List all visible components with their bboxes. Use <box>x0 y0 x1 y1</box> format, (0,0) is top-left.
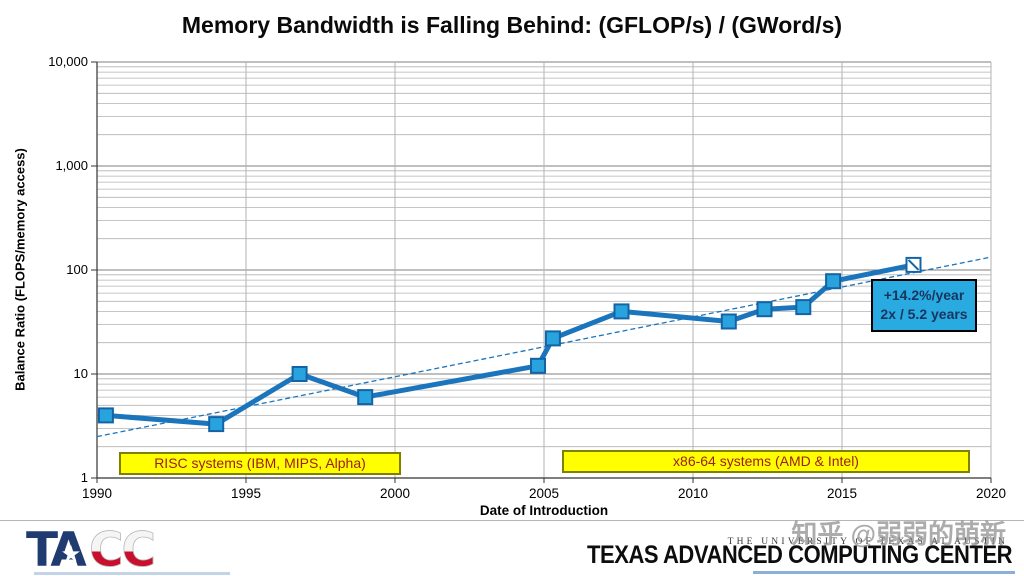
university-name: THE UNIVERSITY OF TEXAS AT AUSTIN <box>727 537 1008 547</box>
svg-text:1990: 1990 <box>82 486 112 501</box>
svg-text:2010: 2010 <box>678 486 708 501</box>
svg-text:100: 100 <box>66 262 88 277</box>
svg-text:2000: 2000 <box>380 486 410 501</box>
tacc-logo: TA CC <box>26 525 156 573</box>
era-label-x86: x86-64 systems (AMD & Intel) <box>562 450 970 473</box>
svg-text:1,000: 1,000 <box>55 158 88 173</box>
svg-text:2015: 2015 <box>827 486 857 501</box>
footer-divider <box>0 520 1024 521</box>
x-axis-title: Date of Introduction <box>479 503 609 518</box>
footer-blue-rule-left <box>34 572 230 575</box>
center-name: TEXAS ADVANCED COMPUTING CENTER <box>586 541 1013 569</box>
annotation-line-1: +14.2%/year <box>883 287 965 303</box>
chart-title: Memory Bandwidth is Falling Behind: (GFL… <box>181 12 843 38</box>
svg-text:10: 10 <box>74 366 88 381</box>
svg-text:10,000: 10,000 <box>48 54 88 69</box>
tacc-logo-ta: TA <box>26 525 87 573</box>
footer-blue-rule-right <box>753 571 1015 574</box>
svg-text:2020: 2020 <box>976 486 1006 501</box>
y-axis-title: Balance Ratio (FLOPS/memory access) <box>12 148 28 391</box>
era-label-risc: RISC systems (IBM, MIPS, Alpha) <box>119 452 401 475</box>
svg-text:1995: 1995 <box>231 486 261 501</box>
tacc-logo-cc: CC <box>89 525 154 573</box>
annotation-line-2: 2x / 5.2 years <box>880 306 968 322</box>
growth-rate-annotation: +14.2%/year 2x / 5.2 years <box>871 279 977 332</box>
watermark: 知乎 @弱弱的萌新 <box>791 519 1006 549</box>
svg-text:1: 1 <box>81 470 88 485</box>
tacc-star-icon <box>62 545 80 562</box>
svg-text:2005: 2005 <box>529 486 559 501</box>
